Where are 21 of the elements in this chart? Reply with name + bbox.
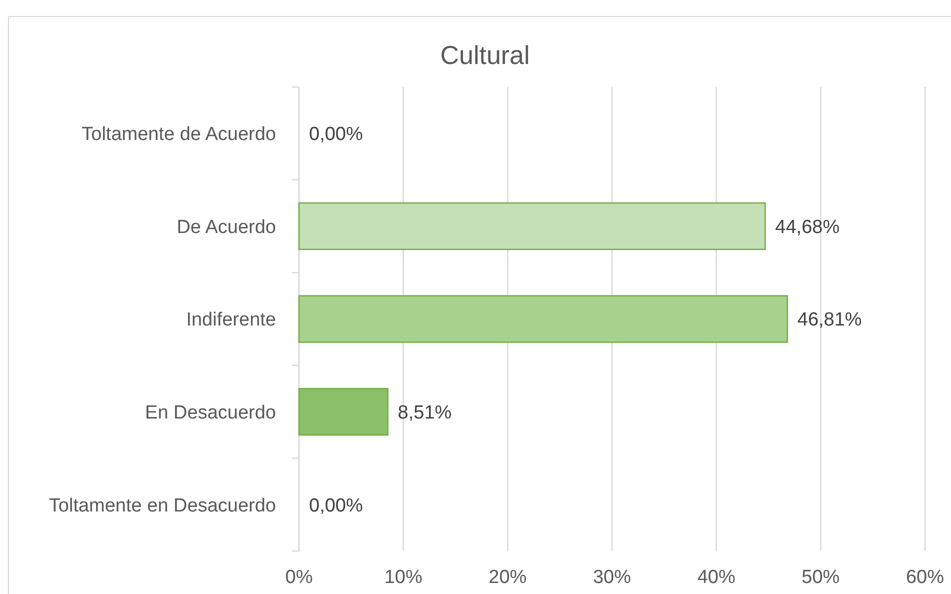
data-label: 0,00% xyxy=(309,495,363,516)
y-tick-label: De Acuerdo xyxy=(176,216,276,238)
bar xyxy=(298,202,766,250)
bar xyxy=(298,295,788,343)
chart-title: Cultural xyxy=(440,40,530,70)
x-tick-label: 40% xyxy=(697,567,736,588)
x-tick-label: 20% xyxy=(488,567,527,588)
data-label: 0,00% xyxy=(309,124,363,146)
y-tick-label: Indiferente xyxy=(186,310,276,331)
data-label: 44,68% xyxy=(775,216,840,238)
x-tick-label: 60% xyxy=(906,567,944,588)
data-label: 46,81% xyxy=(797,310,862,331)
y-tick-label: Toltamente en Desacuerdo xyxy=(48,495,276,516)
bar xyxy=(298,388,388,436)
y-tick-label: Toltamente de Acuerdo xyxy=(82,124,276,146)
x-tick-label: 10% xyxy=(384,567,422,588)
x-tick-label: 0% xyxy=(285,567,313,588)
x-tick-label: 30% xyxy=(592,567,632,588)
data-label: 8,51% xyxy=(398,402,452,424)
y-tick-label: En Desacuerdo xyxy=(145,402,276,424)
x-tick-label: 50% xyxy=(802,567,840,588)
